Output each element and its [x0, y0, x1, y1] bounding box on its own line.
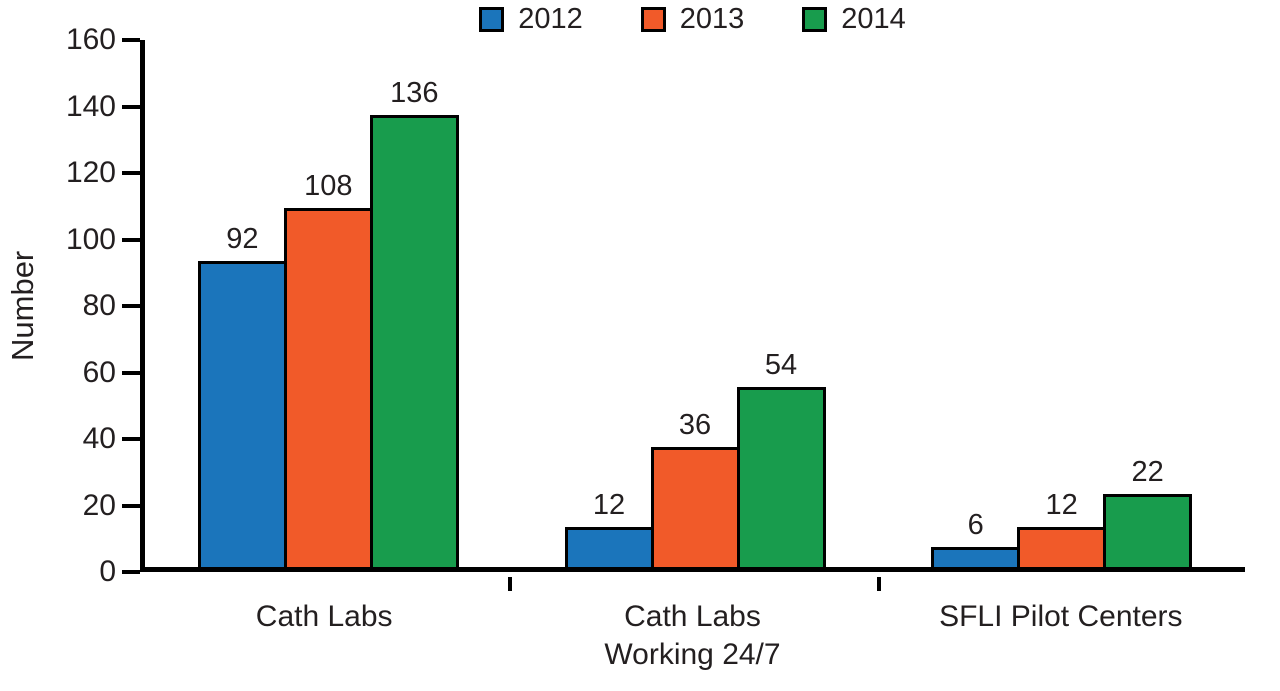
bar-value-label: 22: [1131, 456, 1164, 488]
y-tick-mark: [122, 370, 140, 375]
x-tick-mark: [508, 577, 512, 591]
x-category-label-3: SFLI Pilot Centers: [939, 600, 1183, 633]
legend-label: 2013: [679, 2, 745, 35]
bar-wrap: 36: [650, 409, 740, 567]
bar-value-label: 6: [967, 509, 984, 541]
bar-2013: [1017, 527, 1107, 567]
bar-2012: [564, 527, 654, 567]
legend-item-2013: 2013: [640, 2, 745, 36]
legend-item-2012: 2012: [479, 3, 583, 36]
bar-2014: [369, 115, 459, 567]
y-tick-mark: [122, 38, 140, 42]
bar-group-2: 12 36 54: [512, 40, 879, 567]
bar-wrap: 54: [736, 349, 826, 567]
y-tick-label: 100: [65, 222, 116, 256]
x-axis-labels: Cath Labs Cath Labs Working 24/7 SFLI Pilo…: [140, 598, 1245, 673]
y-tick-label: 160: [65, 23, 116, 56]
y-tick-mark: [122, 503, 140, 508]
chart-legend: 2012 2013 2014: [140, 0, 1245, 38]
legend-swatch-icon: [802, 6, 828, 32]
y-tick-label: 60: [82, 355, 116, 389]
bar-wrap: 22: [1103, 456, 1193, 567]
y-tick-label: 40: [82, 422, 116, 455]
y-tick-mark: [122, 437, 140, 441]
legend-label: 2012: [518, 2, 583, 35]
x-category-label-2: Cath Labs Working 24/7: [604, 600, 781, 671]
bar-wrap: 92: [197, 223, 287, 567]
bar-2014: [736, 387, 826, 567]
bar-value-label: 108: [304, 170, 353, 202]
y-tick-mark: [122, 304, 140, 308]
bar-wrap: 12: [564, 489, 654, 567]
bar-value-label: 92: [226, 223, 259, 255]
y-tick-label: 20: [82, 488, 116, 522]
bar-wrap: 108: [283, 170, 373, 567]
x-tick-mark: [877, 577, 881, 591]
bar-wrap: 6: [931, 509, 1021, 567]
x-category-label-1: Cath Labs: [255, 600, 393, 633]
y-tick-label: 120: [65, 156, 116, 189]
y-tick-mark: [122, 570, 140, 574]
legend-item-2014: 2014: [802, 3, 906, 36]
y-tick-label: 140: [65, 89, 116, 123]
legend-swatch-icon: [479, 6, 505, 32]
bar-wrap: 136: [369, 77, 459, 567]
bar-group-1: 92 108 136: [145, 40, 512, 567]
bar-2013: [283, 208, 373, 567]
plot-area: 92 108 136 12 36 54 6 12 22: [140, 40, 1245, 572]
y-tick-label: 0: [99, 555, 116, 588]
bar-2014: [1103, 494, 1193, 567]
bar-2013: [650, 447, 740, 567]
bar-value-label: 12: [592, 489, 626, 521]
y-tick-mark: [122, 104, 140, 109]
y-tick-label: 80: [82, 289, 116, 322]
bar-value-label: 12: [1045, 489, 1078, 521]
bar-group-3: 6 12 22: [878, 40, 1245, 567]
bar-wrap: 12: [1017, 489, 1107, 567]
bar-2012: [931, 547, 1021, 567]
bar-value-label: 36: [678, 409, 712, 441]
bar-value-label: 136: [390, 77, 439, 109]
legend-swatch-icon: [640, 6, 666, 32]
legend-label: 2014: [841, 2, 906, 35]
bar-2012: [197, 261, 287, 567]
y-tick-mark: [122, 171, 140, 175]
y-tick-mark: [122, 237, 140, 242]
bar-value-label: 54: [764, 349, 798, 381]
